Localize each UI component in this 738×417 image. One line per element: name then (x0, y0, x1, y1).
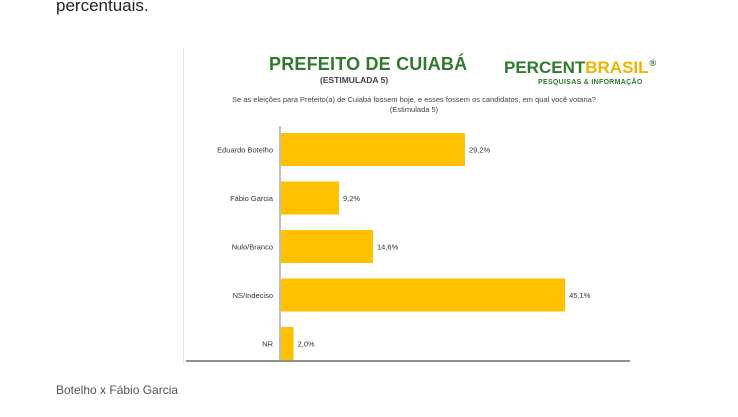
category-label: NR (262, 340, 273, 349)
category-label: NS/Indeciso (233, 291, 273, 300)
poll-chart-image: PREFEITO DE CUIABÁ (ESTIMULADA 5) PERCEN… (183, 48, 678, 364)
category-label: Fábio Garcia (230, 194, 274, 203)
bar (281, 278, 566, 312)
value-label: 14,6% (377, 243, 399, 252)
logo-part-2: BRASIL (585, 58, 649, 77)
percentbrasil-logo: PERCENTBRASIL® PESQUISAS & INFORMAÇÃO (504, 54, 664, 90)
survey-question: Se as eleições para Prefeito(a) de Cuiab… (232, 95, 596, 114)
chart-title: PREFEITO DE CUIABÁ (269, 54, 468, 74)
registered-mark: ® (649, 58, 657, 68)
bar-chart: Eduardo Botelho 29,2% Fábio Garcia 9,2% Nulo… (186, 126, 630, 362)
bar (281, 133, 465, 166)
value-label: 45,1% (569, 291, 591, 300)
category-label: Eduardo Botelho (217, 146, 273, 155)
category-label: Nulo/Branco (232, 243, 273, 252)
logo-tagline: PESQUISAS & INFORMAÇÃO (538, 79, 643, 86)
value-label: 29,2% (469, 146, 491, 155)
logo-wordmark: PERCENTBRASIL® (504, 58, 656, 78)
logo-part-1: PERCENT (504, 58, 586, 77)
bar (281, 181, 339, 215)
paragraph-text: percentuais. (56, 0, 149, 15)
image-caption: Botelho x Fábio Garcia (56, 383, 179, 397)
value-label: 2,0% (298, 340, 315, 349)
bar (281, 230, 373, 263)
chart-subtitle: (ESTIMULADA 5) (320, 75, 389, 85)
bar (281, 327, 294, 360)
value-label: 9,2% (343, 194, 360, 203)
